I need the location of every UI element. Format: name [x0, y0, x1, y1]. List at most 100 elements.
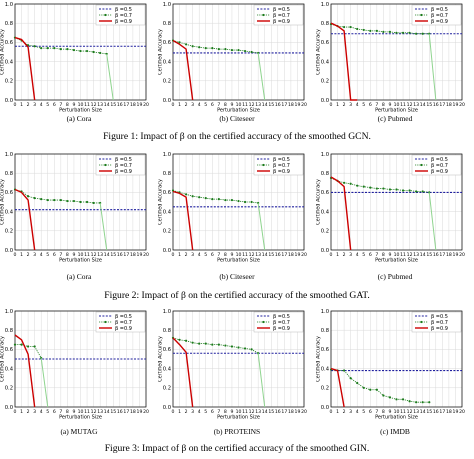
x-tick-label: 18 [446, 252, 452, 258]
series-point-beta-0.7 [59, 198, 62, 202]
x-tick-label: 5 [46, 102, 49, 108]
y-tick-label: 0.8 [321, 328, 329, 334]
series-point-beta-0.7 [250, 348, 253, 351]
legend: β =0.5β =0.7β =0.9 [411, 311, 462, 333]
y-tick-label: 1.0 [5, 152, 13, 158]
y-tick-label: 0.4 [163, 59, 172, 65]
x-tick-label: 20 [143, 102, 149, 108]
series-point-beta-0.7 [356, 381, 359, 385]
legend-box [95, 311, 146, 333]
x-tick-label: 13 [255, 409, 261, 415]
x-tick-label: 4 [198, 409, 201, 415]
x-axis-label: Perturbation Size [375, 108, 418, 113]
x-tick-label: 7 [59, 102, 62, 108]
x-tick-label: 18 [130, 102, 136, 108]
x-tick-label: 18 [130, 252, 136, 258]
series-line-beta-0.9 [330, 22, 358, 101]
series-point-beta-0.7 [66, 199, 69, 203]
series-point-beta-0.7 [224, 344, 227, 347]
x-tick-label: 13 [255, 252, 261, 258]
y-tick-label: 0.0 [163, 98, 171, 104]
y-tick-label: 0.6 [321, 40, 329, 46]
series-point-beta-0.7 [237, 48, 240, 52]
y-tick-label: 0.8 [163, 21, 171, 27]
series-point-beta-0.7 [343, 369, 346, 372]
x-tick-label: 1 [20, 102, 23, 108]
figure-3-caption: Figure 3: Impact of β on the certified a… [104, 443, 370, 454]
series-point-beta-0.7 [362, 386, 365, 389]
x-tick-label: 17 [123, 252, 129, 258]
legend-label: β =0.9 [273, 169, 290, 175]
series-point-beta-0.7 [79, 200, 82, 204]
legend-marker-beta-0.7 [104, 320, 107, 324]
y-tick-label: 0.8 [5, 21, 13, 27]
x-axis-label: Perturbation Size [59, 415, 102, 420]
y-tick-label: 0.0 [321, 248, 329, 254]
series-point-beta-0.7 [27, 345, 30, 348]
y-tick-label: 1.0 [5, 2, 13, 8]
x-tick-label: 15 [110, 102, 116, 108]
series-point-beta-0.7 [428, 401, 431, 404]
x-tick-label: 18 [130, 409, 136, 415]
series-point-beta-0.7 [20, 343, 23, 346]
series-point-beta-0.7 [230, 345, 234, 348]
series-point-beta-0.7 [40, 47, 43, 50]
legend-marker-beta-0.7 [420, 163, 423, 167]
x-tick-label: 2 [185, 409, 188, 415]
x-tick-label: 8 [66, 409, 69, 415]
legend-box [253, 311, 304, 333]
y-tick-label: 1.0 [163, 2, 171, 8]
series-point-beta-0.7 [349, 182, 352, 185]
x-tick-label: 12 [91, 252, 97, 258]
x-tick-label: 16 [117, 102, 123, 108]
x-tick-label: 16 [117, 252, 123, 258]
x-tick-label: 17 [281, 409, 287, 415]
series-point-beta-0.7 [362, 185, 365, 188]
y-tick-label: 0.6 [321, 190, 329, 196]
legend-label: β =0.5 [431, 7, 448, 13]
series-point-beta-0.7 [217, 48, 220, 51]
series-point-beta-0.7 [415, 32, 418, 35]
x-tick-label: 8 [66, 252, 69, 258]
x-tick-label: 3 [191, 409, 194, 415]
x-tick-label: 7 [217, 102, 220, 108]
legend-box [253, 4, 304, 26]
y-tick-label: 0.4 [163, 366, 172, 372]
series-point-beta-0.7 [66, 48, 69, 51]
y-tick-label: 1.0 [5, 309, 13, 315]
series-point-beta-0.7 [243, 200, 247, 204]
x-tick-label: 5 [46, 409, 49, 415]
y-tick-label: 0.0 [5, 248, 13, 254]
series-drop-beta-0.7 [257, 202, 266, 251]
figure-1-caption: Figure 1: Impact of β on the certified a… [103, 131, 371, 142]
y-axis-label: Certified Accuracy [0, 29, 6, 75]
y-tick-label: 0.2 [163, 229, 171, 235]
x-tick-label: 9 [72, 102, 75, 108]
x-tick-label: 8 [224, 252, 227, 258]
x-axis-label: Perturbation Size [59, 108, 102, 113]
x-tick-label: 18 [446, 102, 452, 108]
x-tick-label: 20 [301, 409, 307, 415]
series-point-beta-0.7 [92, 201, 95, 205]
series-point-beta-0.7 [395, 31, 398, 34]
x-tick-label: 11 [84, 102, 90, 108]
series-point-beta-0.7 [388, 396, 392, 399]
legend-marker-beta-0.7 [104, 163, 107, 167]
x-tick-label: 20 [143, 409, 149, 415]
series-line-beta-0.9 [330, 367, 345, 408]
chart-fig1-a: 0.00.20.40.60.81.00 1 2 3 4 5 6 7 8 9 10 11 12 13 14 15… [0, 2, 149, 113]
series-drop-beta-0.7 [257, 353, 266, 408]
series-point-beta-0.7 [40, 198, 43, 201]
legend-label: β =0.7 [115, 13, 132, 19]
series-point-beta-0.7 [46, 47, 49, 50]
x-axis-label: Perturbation Size [375, 258, 418, 263]
y-tick-label: 0.4 [163, 209, 172, 215]
y-axis-label: Certified Accuracy [316, 336, 322, 382]
x-tick-label: 10 [236, 252, 242, 258]
series-point-beta-0.7 [415, 190, 418, 193]
legend-box [253, 154, 304, 176]
x-tick-label: 0 [14, 252, 17, 258]
x-tick-label: 4 [198, 252, 201, 258]
x-tick-label: 5 [204, 102, 207, 108]
x-tick-label: 12 [407, 102, 413, 108]
